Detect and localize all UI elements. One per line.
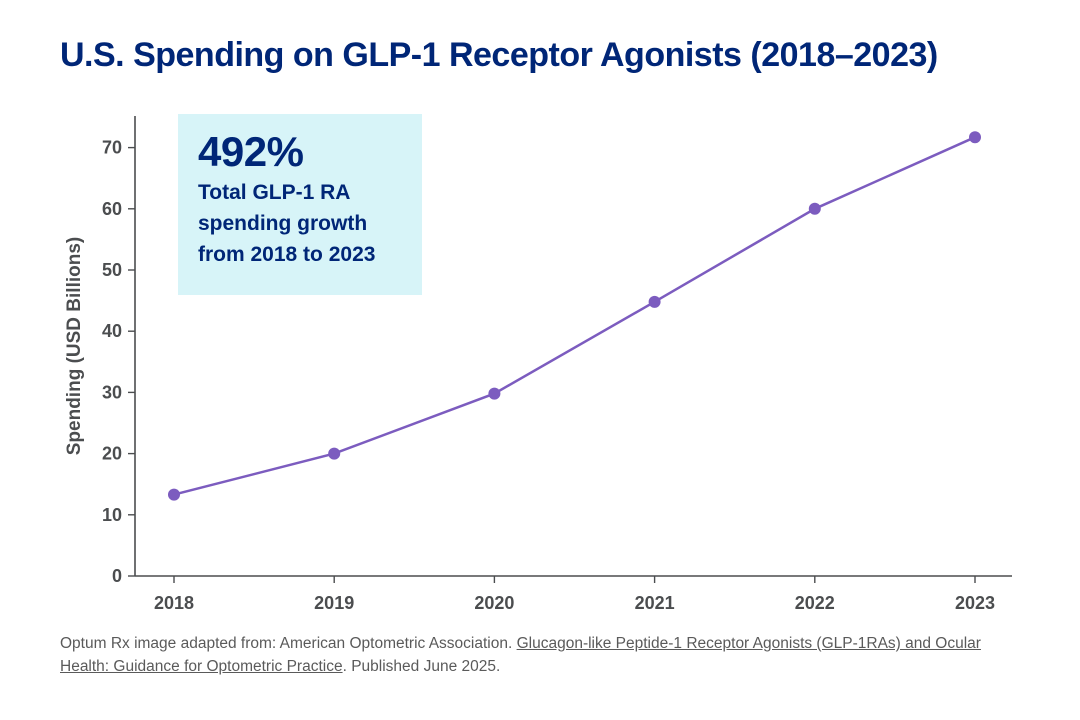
data-point-2019[interactable] xyxy=(328,447,341,460)
growth-line-2: spending growth xyxy=(198,212,368,235)
source-suffix: . Published June 2025. xyxy=(342,658,501,675)
y-tick-label-0: 0 xyxy=(112,566,122,586)
y-tick-label-20: 20 xyxy=(102,444,122,464)
growth-value: 492% xyxy=(198,128,304,175)
y-ticks: 0 10 20 30 40 50 60 70 xyxy=(102,138,135,586)
source-prefix: Optum Rx image adapted from: American Op… xyxy=(60,635,513,652)
x-tick-label-2018: 2018 xyxy=(154,593,194,613)
y-tick-label-10: 10 xyxy=(102,505,122,525)
y-tick-label-30: 30 xyxy=(102,382,122,402)
data-points xyxy=(168,131,981,501)
x-tick-label-2019: 2019 xyxy=(314,593,354,613)
growth-description: Total GLP-1 RA spending growth from 2018… xyxy=(198,177,402,270)
data-point-2021[interactable] xyxy=(648,295,661,308)
x-tick-label-2021: 2021 xyxy=(635,593,675,613)
data-point-2023[interactable] xyxy=(969,131,981,144)
data-point-2018[interactable] xyxy=(168,488,180,501)
y-tick-label-70: 70 xyxy=(102,138,122,158)
source-note: Optum Rx image adapted from: American Op… xyxy=(60,632,1000,678)
data-point-2022[interactable] xyxy=(808,202,821,215)
growth-callout: 492% Total GLP-1 RA spending growth from… xyxy=(178,114,422,295)
growth-line-3: from 2018 to 2023 xyxy=(198,243,376,266)
chart-title: U.S. Spending on GLP-1 Receptor Agonists… xyxy=(60,36,938,74)
y-tick-label-40: 40 xyxy=(102,321,122,341)
y-axis-title: Spending (USD Billions) xyxy=(64,237,85,456)
x-tick-label-2022: 2022 xyxy=(795,593,835,613)
y-tick-label-60: 60 xyxy=(102,199,122,219)
x-ticks: 2018 2019 2020 2021 2022 2023 xyxy=(154,576,995,613)
source-link[interactable]: Glucagon-like Peptide-1 Receptor Agonist… xyxy=(60,635,981,675)
data-point-2020[interactable] xyxy=(488,387,501,400)
growth-line-1: Total GLP-1 RA xyxy=(198,181,351,204)
y-tick-label-50: 50 xyxy=(102,260,122,280)
x-tick-label-2023: 2023 xyxy=(955,593,995,613)
x-tick-label-2020: 2020 xyxy=(474,593,514,613)
series-line xyxy=(173,136,976,496)
